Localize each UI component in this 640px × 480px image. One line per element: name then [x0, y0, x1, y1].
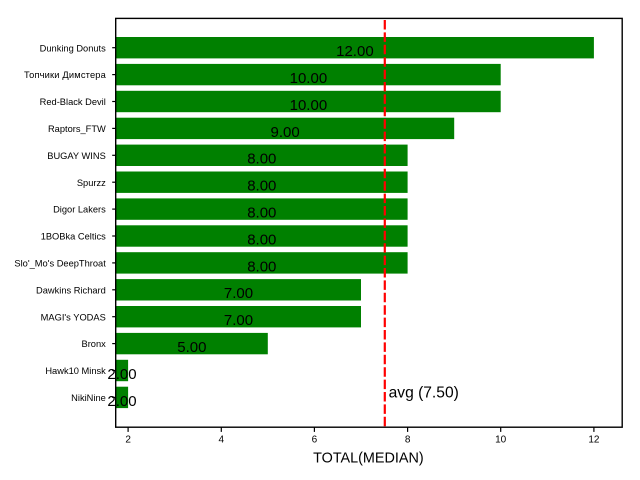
svg-text:Dawkins Richard: Dawkins Richard [36, 285, 106, 295]
svg-text:Bronx: Bronx [82, 339, 107, 349]
svg-text:7.00: 7.00 [224, 312, 253, 329]
svg-text:avg (7.50): avg (7.50) [389, 384, 459, 401]
svg-text:8.00: 8.00 [247, 151, 276, 168]
svg-text:8.00: 8.00 [247, 205, 276, 222]
svg-text:8.00: 8.00 [247, 231, 276, 248]
svg-text:Raptors_FTW: Raptors_FTW [48, 124, 106, 134]
svg-text:1BOBka Celtics: 1BOBka Celtics [41, 232, 106, 242]
svg-text:TOTAL(MEDIAN): TOTAL(MEDIAN) [313, 450, 424, 466]
svg-text:Red-Black Devil: Red-Black Devil [40, 97, 106, 107]
svg-text:4: 4 [219, 435, 225, 446]
svg-text:Топчики Димстера: Топчики Димстера [24, 70, 107, 80]
svg-text:12.00: 12.00 [336, 43, 374, 60]
svg-text:12: 12 [588, 435, 600, 446]
svg-text:Digor Lakers: Digor Lakers [53, 205, 106, 215]
svg-text:7.00: 7.00 [224, 285, 253, 302]
svg-text:BUGAY WINS: BUGAY WINS [47, 151, 106, 161]
svg-text:5.00: 5.00 [177, 339, 206, 356]
svg-text:10.00: 10.00 [290, 97, 328, 114]
svg-text:Hawk10 Minsk: Hawk10 Minsk [45, 366, 106, 376]
svg-text:8.00: 8.00 [247, 258, 276, 275]
svg-text:8.00: 8.00 [247, 178, 276, 195]
svg-text:2.00: 2.00 [107, 366, 136, 383]
svg-text:MAGI's YODAS: MAGI's YODAS [41, 312, 106, 322]
svg-text:NikiNine: NikiNine [71, 393, 106, 403]
svg-text:Spurzz: Spurzz [77, 178, 106, 188]
svg-text:9.00: 9.00 [270, 124, 299, 141]
svg-text:10.00: 10.00 [290, 70, 328, 87]
svg-text:2.00: 2.00 [107, 393, 136, 410]
svg-text:6: 6 [312, 435, 318, 446]
svg-text:Dunking Donuts: Dunking Donuts [40, 43, 107, 53]
svg-text:10: 10 [495, 435, 507, 446]
svg-text:8: 8 [405, 435, 411, 446]
svg-text:Slo'_Mo's DeepThroat: Slo'_Mo's DeepThroat [14, 259, 106, 269]
svg-text:2: 2 [125, 435, 131, 446]
